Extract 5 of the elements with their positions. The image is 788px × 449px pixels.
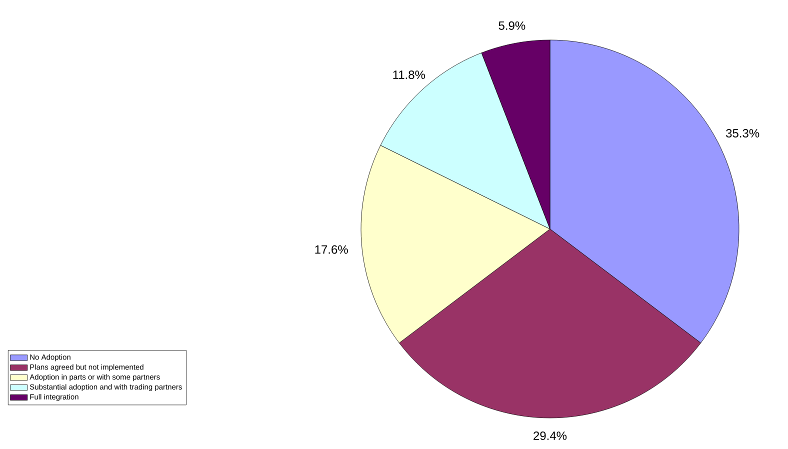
data-label: 17.6% xyxy=(315,245,348,254)
data-label: 5.9% xyxy=(498,21,526,30)
data-label: 11.8% xyxy=(393,70,426,80)
data-label: 35.3% xyxy=(726,129,760,138)
data-label: 29.4% xyxy=(534,432,567,440)
